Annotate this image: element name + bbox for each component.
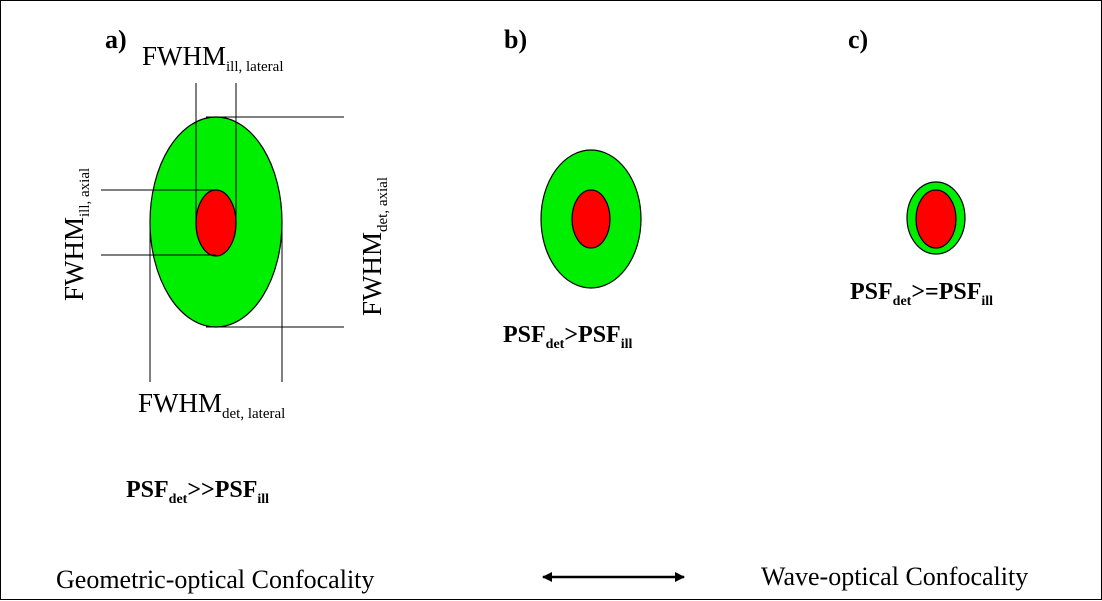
illumination-psf-ellipse-c (915, 189, 957, 249)
wave-optical-confocality-label: Wave-optical Confocality (761, 562, 1029, 591)
psf-relation-b: PSFdet>PSFill (503, 322, 633, 352)
fwhm-ill-lateral-label: FWHMill, lateral (142, 41, 284, 75)
illumination-psf-ellipse-a (195, 189, 237, 257)
geometric-optical-confocality-label: Geometric-optical Confocality (56, 565, 375, 594)
psf-relation-c: PSFdet>=PSFill (850, 279, 994, 309)
psf-relation-a: PSFdet>>PSFill (126, 477, 270, 507)
fwhm-ill-axial-label: FWHMill, axial (59, 167, 93, 301)
panel-label-c: c) (848, 25, 869, 54)
illumination-psf-ellipse-b (571, 189, 611, 249)
panel-label-a: a) (105, 25, 127, 54)
panel-label-b: b) (504, 25, 528, 54)
fwhm-det-lateral-label: FWHMdet, lateral (138, 388, 286, 422)
fwhm-det-axial-label: FWHMdet, axial (357, 177, 391, 316)
